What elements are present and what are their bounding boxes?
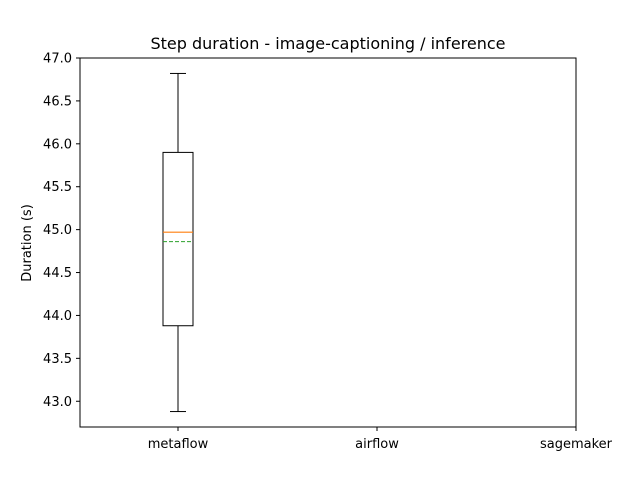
box-iqr	[162, 151, 194, 327]
plot-area: 43.0 43.5 44.0 44.5 45.0 45.5 46.0 46.5 47.0 meta…	[43, 52, 613, 453]
y-tick-label: 44.0	[43, 309, 72, 324]
y-tick-label: 43.5	[43, 352, 72, 367]
chart-title: Step duration - image-captioning / infer…	[150, 34, 505, 53]
y-tick-label: 46.5	[43, 94, 72, 109]
x-tick-label: airflow	[355, 437, 399, 452]
y-tick-label: 45.5	[43, 180, 72, 195]
y-tick-label: 47.0	[43, 52, 72, 67]
x-tick-label: metaflow	[148, 437, 209, 452]
y-tick-label: 44.5	[43, 266, 72, 281]
y-tick-label: 45.0	[43, 223, 72, 238]
y-tick-label: 46.0	[43, 137, 72, 152]
x-tick-label: sagemaker	[540, 437, 613, 452]
y-tick-label: 43.0	[43, 395, 72, 410]
plot-frame	[79, 57, 577, 428]
y-axis-label: Duration (s)	[20, 204, 35, 282]
